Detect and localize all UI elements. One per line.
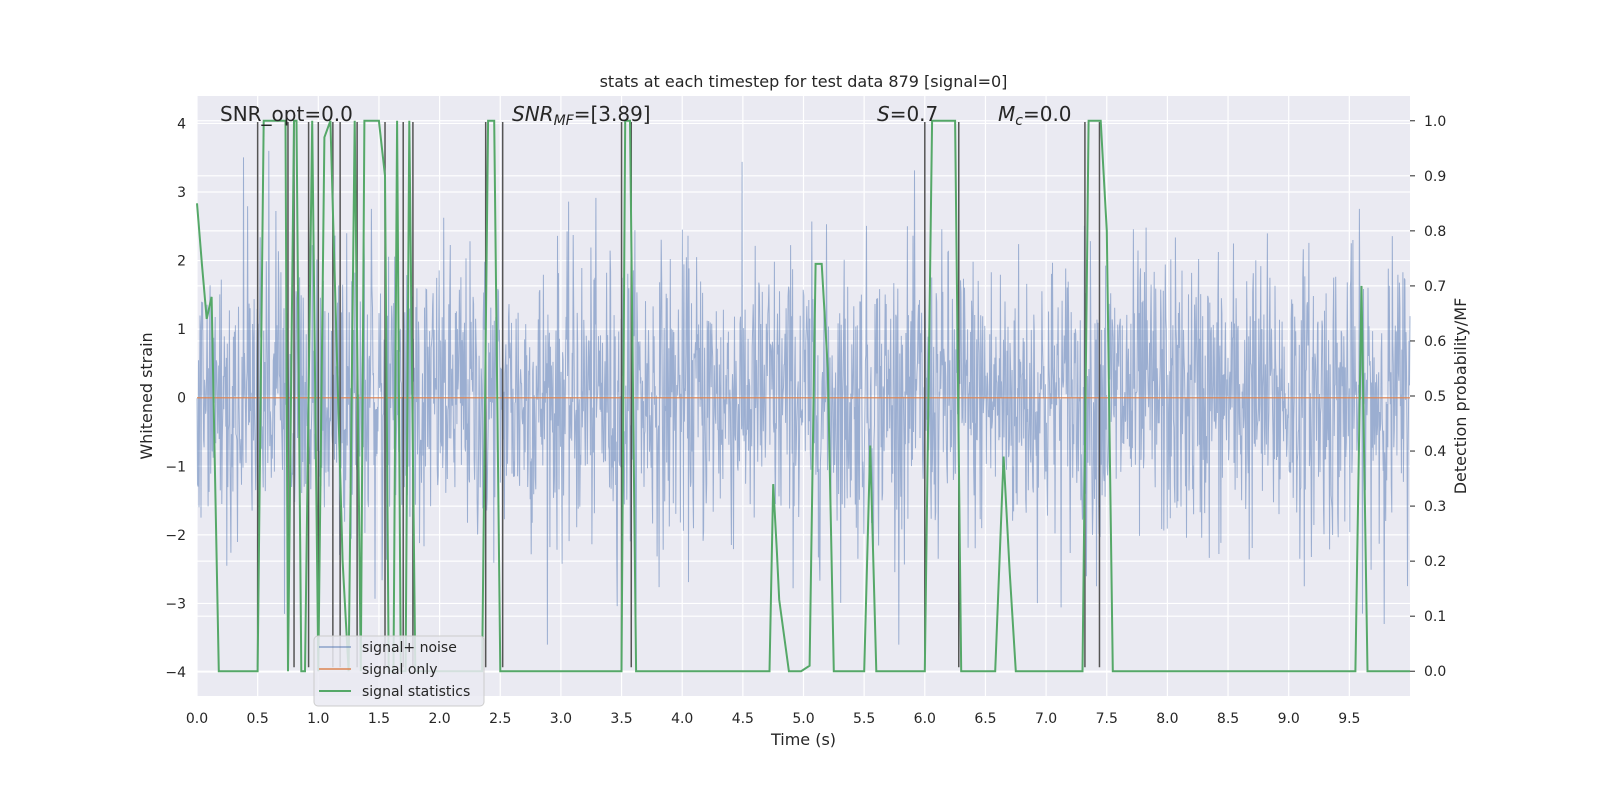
x-tick-label: 7.0 bbox=[1035, 711, 1057, 727]
x-tick-label: 8.5 bbox=[1217, 711, 1239, 727]
x-tick-label: 1.5 bbox=[368, 711, 390, 727]
y-tick-label: 3 bbox=[177, 185, 186, 201]
annotation-mc-value: =0.0 bbox=[1023, 102, 1072, 126]
x-axis-label: Time (s) bbox=[770, 730, 836, 749]
y2-tick-label: 0.4 bbox=[1424, 444, 1446, 460]
x-tick-label: 0.0 bbox=[186, 711, 208, 727]
x-tick-label: 0.5 bbox=[247, 711, 269, 727]
legend: signal+ noise signal only signal statist… bbox=[313, 635, 485, 707]
y2-tick-label: 0.6 bbox=[1424, 334, 1446, 350]
legend-label-signal-only: signal only bbox=[362, 662, 437, 678]
y2-tick-label: 0.7 bbox=[1424, 279, 1446, 295]
y-tick-labels: −4 −3 −2 −1 0 1 2 3 4 bbox=[165, 116, 186, 681]
x-tick-label: 2.0 bbox=[428, 711, 450, 727]
y2-tick-label: 0.9 bbox=[1424, 169, 1446, 185]
annotation-snr-opt: SNR_opt=0.0 bbox=[220, 102, 353, 126]
x-tick-label: 5.0 bbox=[792, 711, 814, 727]
annotation-mc-subscript: c bbox=[1015, 113, 1023, 129]
annotation-s-value: =0.7 bbox=[890, 102, 939, 126]
y2-tick-label: 0.3 bbox=[1424, 499, 1446, 515]
y-tick-label: −2 bbox=[165, 528, 186, 544]
x-tick-label: 5.5 bbox=[853, 711, 875, 727]
annotation-s: S=0.7 bbox=[877, 102, 938, 126]
legend-box bbox=[313, 635, 485, 707]
y2-axis-label: Detection probability/MF bbox=[1451, 298, 1470, 495]
y-tick-label: 1 bbox=[177, 322, 186, 338]
y2-tick-label: 0.1 bbox=[1424, 609, 1446, 625]
annotation-mc-symbol: M bbox=[998, 102, 1015, 126]
annotation-mc: Mc=0.0 bbox=[998, 102, 1072, 129]
series-signal-statistics bbox=[196, 119, 1410, 673]
x-tick-label: 8.0 bbox=[1156, 711, 1178, 727]
x-tick-label: 6.5 bbox=[974, 711, 996, 727]
x-tick-label: 2.5 bbox=[489, 711, 511, 727]
y-axis-label: Whitened strain bbox=[137, 332, 156, 459]
x-tick-label: 9.0 bbox=[1278, 711, 1300, 727]
x-tick-label: 9.5 bbox=[1338, 711, 1360, 727]
chart-title: stats at each timestep for test data 879… bbox=[600, 72, 1008, 91]
y2-tick-label: 0.8 bbox=[1424, 224, 1446, 240]
y-tick-label: −1 bbox=[165, 459, 186, 475]
x-tick-label: 7.5 bbox=[1096, 711, 1118, 727]
x-tick-label: 4.5 bbox=[732, 711, 754, 727]
y2-tick-label: 0.0 bbox=[1424, 664, 1446, 680]
legend-label-signal-noise: signal+ noise bbox=[362, 640, 457, 656]
x-tick-label: 1.0 bbox=[307, 711, 329, 727]
x-tick-label: 6.0 bbox=[914, 711, 936, 727]
annotation-snr-mf-value: =[3.89] bbox=[574, 102, 651, 126]
x-tick-labels: 0.0 0.5 1.0 1.5 2.0 2.5 3.0 3.5 4.0 4.5 5.0 5.5 6.0 6… bbox=[186, 711, 1361, 727]
annotation-snr-mf-subscript: MF bbox=[554, 113, 575, 129]
y-tick-label: −3 bbox=[165, 596, 186, 612]
y2-tick-labels: 0.0 0.1 0.2 0.3 0.4 0.5 0.6 0.7 0.8 0.9 1.0 bbox=[1410, 114, 1446, 680]
annotation-snr-mf: SNRMF=[3.89] bbox=[512, 102, 651, 129]
y2-tick-label: 0.2 bbox=[1424, 554, 1446, 570]
y-tick-label: −4 bbox=[165, 665, 186, 681]
x-tick-label: 3.0 bbox=[550, 711, 572, 727]
y2-tick-label: 1.0 bbox=[1424, 114, 1446, 130]
x-tick-label: 3.5 bbox=[610, 711, 632, 727]
x-tick-label: 4.0 bbox=[671, 711, 693, 727]
y2-tick-label: 0.5 bbox=[1424, 389, 1446, 405]
y-tick-label: 2 bbox=[177, 254, 186, 270]
legend-label-signal-statistics: signal statistics bbox=[362, 684, 470, 700]
y-tick-label: 4 bbox=[177, 116, 186, 132]
y-tick-label: 0 bbox=[177, 391, 186, 407]
annotation-snr-mf-symbol: SNR bbox=[512, 102, 554, 126]
annotation-s-symbol: S bbox=[877, 102, 890, 126]
